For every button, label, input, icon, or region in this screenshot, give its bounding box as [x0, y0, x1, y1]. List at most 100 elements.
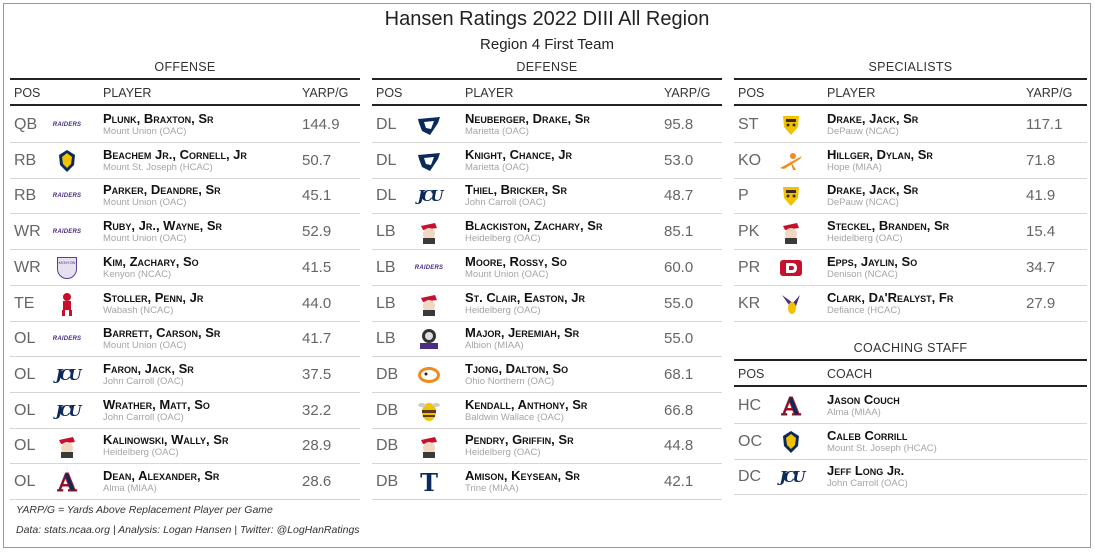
pos-header: POS	[14, 86, 41, 100]
school-conference: Ohio Northern (OAC)	[465, 375, 555, 387]
position-cell: DL	[376, 187, 397, 205]
yarp-value: 41.5	[302, 258, 332, 276]
player-row: KR Clark, Da'Realyst, Fr Defiance (HCAC) 27…	[734, 286, 1087, 322]
player-name: Amison, Keysean, Sr	[465, 468, 580, 483]
player-row: LB RAIDERS Moore, Rossy, So Mount Union (OA…	[372, 250, 722, 286]
yarp-header: YARP/G	[302, 86, 349, 100]
jcu-logo: JCU	[55, 401, 81, 420]
position-cell: DB	[376, 365, 399, 383]
coach-row: DC JCU Jeff Long Jr. John Carroll (OAC)	[734, 459, 1087, 496]
coach-row: OC Caleb Corrill Mount St. Joseph (HCAC)	[734, 424, 1087, 460]
student-prince-logo	[54, 434, 80, 459]
player-name: Epps, Jaylin, So	[827, 253, 918, 269]
player-name: Neuberger, Drake, Sr	[465, 111, 590, 126]
school-conference: Mount St. Joseph (HCAC)	[103, 161, 213, 173]
school-conference: Heidelberg (OAC)	[827, 233, 903, 245]
player-row: OL A Dean, Alexander, Sr Alma (MIAA) 28.6	[10, 464, 360, 500]
specialists-title: SPECIALISTS	[868, 60, 953, 74]
school-conference: Mount St. Joseph (HCAC)	[827, 442, 937, 454]
tiger-logo	[778, 113, 804, 137]
credits: Data: stats.ncaa.org | Analysis: Logan H…	[16, 524, 360, 536]
coaching-staff-table: COACHING STAFF POS COACH HC A Jason Couch A…	[734, 337, 1087, 497]
school-conference: Marietta (OAC)	[465, 161, 529, 173]
player-row: QB RAIDERS Plunk, Braxton, Sr Mount Union (…	[10, 107, 360, 143]
school-conference: Trine (MIAA)	[465, 483, 519, 494]
player-name: Blackiston, Zachary, Sr	[465, 218, 603, 234]
player-row: DB T Amison, Keysean, Sr Trine (MIAA) 42.1	[372, 464, 722, 500]
position-cell: DB	[376, 473, 399, 490]
player-row: DB Kendall, Anthony, Sr Baldwin Wallace (O…	[372, 393, 722, 429]
player-row: P Drake, Jack, Sr DePauw (NCAC) 41.9	[734, 178, 1087, 215]
pos-header: POS	[738, 367, 765, 381]
position-cell: OL	[14, 330, 36, 348]
tiger-logo	[778, 184, 804, 208]
player-name: Barrett, Carson, Sr	[103, 325, 221, 341]
school-conference: John Carroll (OAC)	[103, 411, 184, 423]
offense-title: OFFENSE	[154, 60, 216, 74]
yarp-value: 55.0	[664, 330, 694, 348]
school-conference: Mount Union (OAC)	[465, 268, 549, 280]
player-name: Steckel, Branden, Sr	[827, 218, 950, 234]
player-row: ST Drake, Jack, Sr DePauw (NCAC) 117.1	[734, 107, 1087, 143]
yarp-value: 37.5	[302, 365, 332, 383]
offense-table: OFFENSE POS PLAYER YARP/G QB RAIDERS Plunk…	[10, 56, 360, 500]
pioneer-logo	[416, 149, 442, 173]
yarp-value: 144.9	[302, 116, 340, 133]
player-name: Parker, Deandre, Sr	[103, 182, 221, 198]
flying-dutchman-logo	[778, 149, 804, 173]
school-conference: John Carroll (OAC)	[827, 478, 908, 490]
position-cell: OL	[14, 365, 36, 383]
position-cell: DC	[738, 468, 762, 486]
raiders-logo: RAIDERS	[52, 229, 82, 236]
player-header: PLAYER	[465, 86, 514, 100]
jcu-logo: JCU	[779, 468, 805, 487]
pos-header: POS	[738, 86, 765, 100]
position-cell: DB	[376, 401, 399, 419]
defense-header: POS PLAYER YARP/G	[372, 78, 722, 106]
player-header: PLAYER	[103, 86, 152, 100]
coaching-staff-title: COACHING STAFF	[853, 341, 968, 355]
kenyon-shield-logo: KENYON	[54, 256, 80, 280]
yarp-value: 44.8	[664, 437, 694, 455]
coach-header: COACH	[827, 367, 873, 381]
school-conference: Defiance (HCAC)	[827, 304, 901, 316]
position-cell: ST	[738, 116, 759, 133]
yarp-value: 45.1	[302, 187, 332, 205]
player-name: Drake, Jack, Sr	[827, 182, 919, 198]
school-conference: Heidelberg (OAC)	[465, 447, 541, 459]
yarp-value: 55.0	[664, 294, 694, 312]
yarp-header: YARP/G	[664, 86, 711, 100]
player-name: Stoller, Penn, Jr	[103, 289, 204, 305]
yarp-value: 117.1	[1026, 116, 1063, 133]
player-name: Ruby, Jr., Wayne, Sr	[103, 218, 223, 234]
player-name: Pendry, Griffin, Sr	[465, 432, 574, 448]
position-cell: KO	[738, 151, 762, 169]
specialists-table: SPECIALISTS POS PLAYER YARP/G ST Drake, J…	[734, 56, 1087, 322]
position-cell: OC	[738, 432, 762, 450]
player-row: LB Major, Jeremiah, Sr Albion (MIAA) 55.0	[372, 321, 722, 358]
player-name: Clark, Da'Realyst, Fr	[827, 289, 954, 305]
player-row: RB Beachem Jr., Cornell, Jr Mount St. Jose…	[10, 143, 360, 179]
school-conference: Heidelberg (OAC)	[103, 447, 179, 459]
specialists-header: POS PLAYER YARP/G	[734, 78, 1087, 106]
school-conference: Heidelberg (OAC)	[465, 304, 541, 316]
player-name: St. Clair, Easton, Jr	[465, 289, 585, 305]
school-conference: Mount Union (OAC)	[103, 126, 187, 137]
lion-logo	[778, 430, 804, 454]
pioneer-logo	[416, 113, 442, 137]
polar-bear-logo	[416, 363, 442, 387]
player-name: Moore, Rossy, So	[465, 253, 567, 269]
defense-table: DEFENSE POS PLAYER YARP/G DL Neuberger, D…	[372, 56, 722, 500]
yarp-value: 53.0	[664, 151, 694, 169]
yarp-value: 15.4	[1026, 223, 1056, 241]
position-cell: OL	[14, 401, 36, 419]
school-conference: Mount Union (OAC)	[103, 197, 187, 209]
student-prince-logo	[778, 220, 804, 245]
alma-a-logo: A	[781, 391, 801, 421]
coach-name: Caleb Corrill	[827, 427, 908, 443]
school-conference: Albion (MIAA)	[465, 340, 524, 352]
defense-title: DEFENSE	[516, 60, 578, 74]
yarp-value: 85.1	[664, 223, 694, 241]
yarp-value: 44.0	[302, 294, 332, 312]
coaching-header: POS COACH	[734, 359, 1087, 387]
